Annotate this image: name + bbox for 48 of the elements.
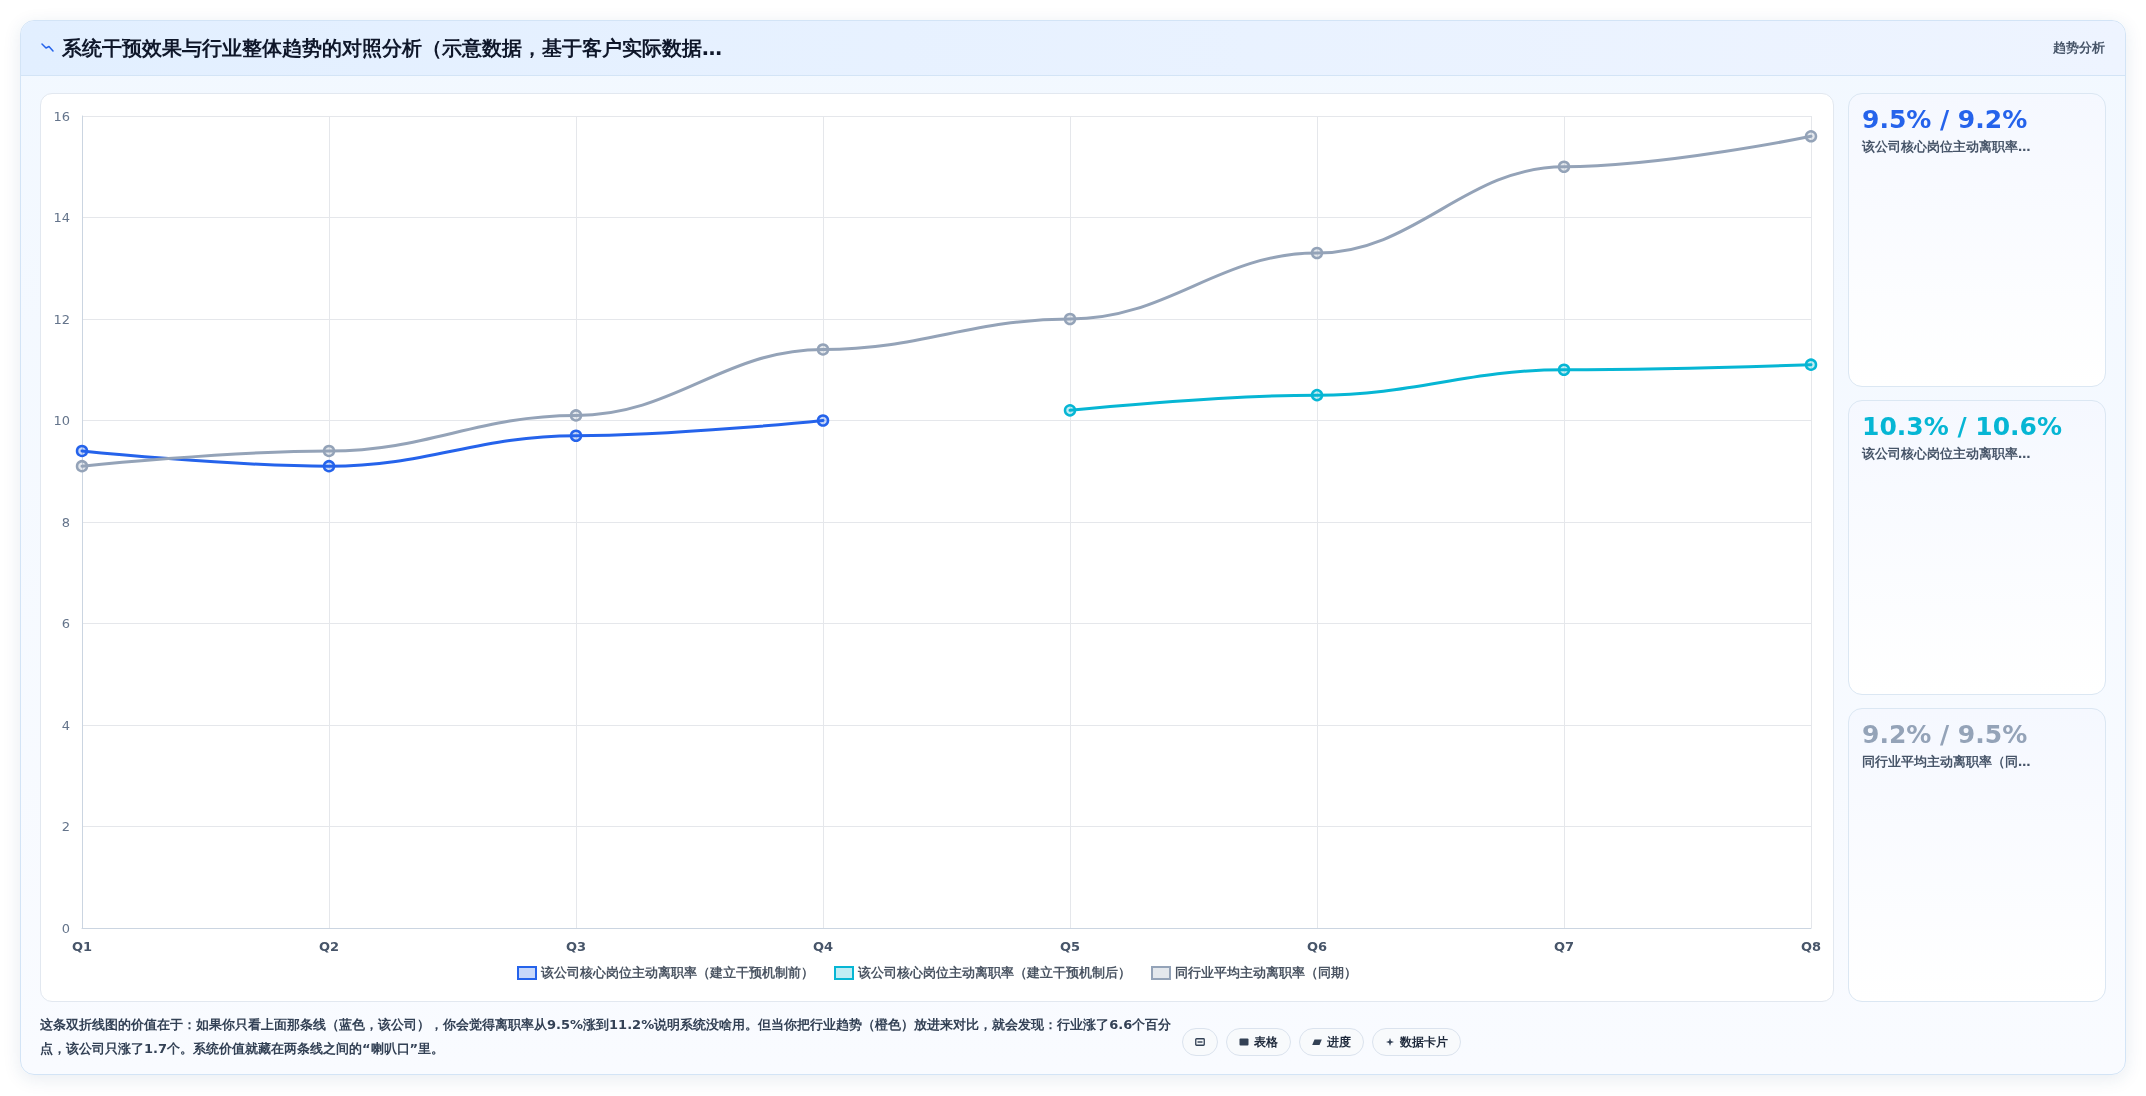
- legend-label: 该公司核心岗位主动离职率（建立干预机制前）: [540, 965, 814, 980]
- point: [1557, 363, 1571, 376]
- pill-button: 进度: [1299, 1028, 1364, 1056]
- point: [1310, 246, 1324, 260]
- point: [75, 459, 89, 473]
- y-tick-label: 2: [61, 819, 70, 834]
- text: 9.5% / 9.2%: [1862, 104, 2028, 136]
- point: [816, 414, 830, 427]
- point: [816, 343, 830, 356]
- point: [569, 409, 583, 422]
- point: [569, 429, 583, 442]
- point: [1557, 160, 1571, 173]
- x-tick-label: Q7: [1553, 939, 1575, 954]
- chart-title: 系统干预效果与行业整体趋势的对照分析（示意数据，基于客户实际数据…: [62, 35, 722, 62]
- y-tick-label: 4: [61, 717, 70, 733]
- y-tick-label: 0: [61, 920, 70, 936]
- x-tick-label: Q4: [812, 939, 834, 954]
- pill-button: 数据卡片: [1372, 1028, 1461, 1056]
- x-tick-label: Q2: [318, 939, 340, 954]
- x-tick-label: Q1: [71, 939, 93, 954]
- y-tick-label: 14: [53, 210, 70, 225]
- text: 该公司核心岗位主动离职率…: [1862, 138, 2031, 156]
- text: 该公司核心岗位主动离职率…: [1862, 445, 2031, 464]
- legend-label: 该公司核心岗位主动离职率（建立干预机制后）: [857, 965, 1131, 980]
- y-tick-label: 8: [61, 514, 70, 530]
- x-tick-label: Q3: [565, 939, 587, 954]
- y-tick-label: 6: [61, 616, 70, 631]
- x-tick-label: Q6: [1306, 939, 1328, 954]
- text: 趋势分析: [2053, 39, 2105, 57]
- x-tick-label: Q8: [1800, 939, 1822, 954]
- point: [322, 459, 336, 473]
- y-tick-label: 10: [53, 413, 70, 428]
- y-tick-label: 16: [53, 108, 70, 124]
- point: [1063, 312, 1077, 326]
- point: [1310, 388, 1324, 402]
- point: [1804, 358, 1818, 371]
- text: 9.2% / 9.5%: [1862, 718, 2028, 751]
- x-tick-label: Q5: [1059, 939, 1081, 954]
- text: 这条双折线图的价值在于：如果你只看上面那条线（蓝色，该公司），你会觉得离职率从9.5%涨到11.2%说明系统没啥用。但当你把行业趋势（橙色）放进来对比，就会发现：行业涨了6.6个百分点，该公司只涨了1.7个。系统价值就藏在两条线之间的“喇叭口”里。: [40, 1016, 1173, 1058]
- legend-label: 同行业平均主动离职率（同期）: [1175, 965, 1357, 980]
- point: [1063, 404, 1077, 417]
- point: [75, 444, 89, 458]
- pill-button: 表格: [1226, 1028, 1291, 1056]
- point: [322, 444, 336, 458]
- text: 同行业平均主动离职率（同…: [1862, 752, 2031, 771]
- text: 10.3% / 10.6%: [1862, 411, 2062, 444]
- y-tick-label: 12: [53, 311, 70, 327]
- point: [1804, 130, 1818, 143]
